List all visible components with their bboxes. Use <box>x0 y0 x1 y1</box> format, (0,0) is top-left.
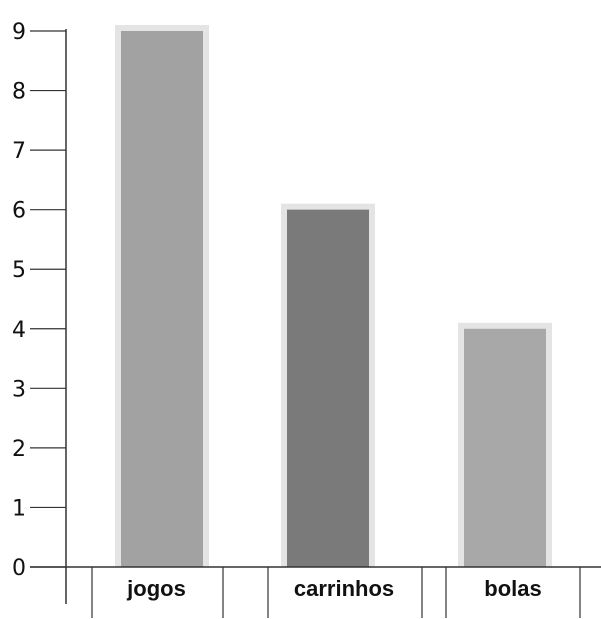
bar-bolas <box>464 328 546 567</box>
y-tick-label: 4 <box>12 318 26 343</box>
y-tick-label: 2 <box>12 437 26 462</box>
y-tick-label: 0 <box>12 556 26 581</box>
y-tick-label: 9 <box>12 20 26 45</box>
x-axis: jogos carrinhos bolas <box>30 566 601 618</box>
y-tick-label: 3 <box>12 377 26 402</box>
y-tick-label: 7 <box>12 139 26 164</box>
y-tick-label: 6 <box>12 199 26 224</box>
bar-carrinhos <box>287 209 369 567</box>
bars <box>115 25 552 567</box>
y-tick-label: 8 <box>12 80 26 105</box>
y-tick-label: 5 <box>12 258 26 283</box>
x-category-label: jogos <box>126 576 186 601</box>
x-category-label: carrinhos <box>294 576 394 601</box>
y-axis: 0 1 2 3 4 5 6 7 8 9 <box>12 20 67 604</box>
bar-jogos <box>121 31 203 567</box>
y-tick-label: 1 <box>12 496 26 521</box>
x-category-label: bolas <box>484 576 541 601</box>
